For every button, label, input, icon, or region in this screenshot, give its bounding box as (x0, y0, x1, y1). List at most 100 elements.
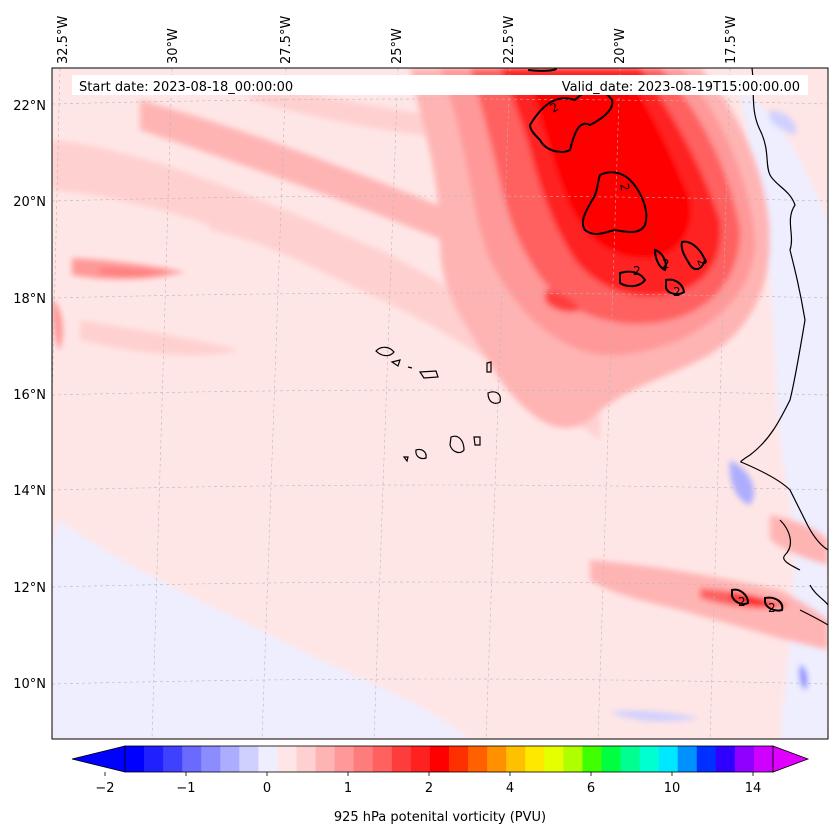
colorbar-cell (201, 746, 221, 772)
negative-streak-s (610, 710, 700, 722)
pv-band-south (590, 560, 828, 650)
parallel-14n (52, 484, 828, 491)
lat-label-14n: 14°N (13, 484, 46, 499)
cbar-label-10: 10 (664, 781, 681, 796)
cbar-label-m2: −2 (95, 781, 114, 796)
negative-spot-se (799, 665, 808, 690)
colorbar-max-extend (772, 745, 810, 773)
colorbar-cell (525, 746, 545, 772)
colorbar-cells (125, 746, 774, 772)
graticule (52, 68, 828, 739)
meridian-20w (597, 68, 621, 739)
island-fogo-brava (402, 448, 427, 463)
cbar-label-0: 0 (263, 781, 271, 796)
coastline-south (779, 519, 828, 626)
valid-date: Valid_date: 2023-08-19T15:00:00.00 (562, 80, 800, 95)
pv-band-2 (140, 100, 600, 340)
colorbar-cell (582, 746, 602, 772)
colorbar-cell (315, 746, 336, 772)
colorbar-cell (734, 746, 755, 772)
contour-south-2 (764, 596, 784, 612)
pv-band-south-max (730, 592, 775, 606)
pv-field: 2 2 2 2 2 2 2 2 (52, 68, 828, 739)
meridian-25w (373, 68, 399, 739)
meridian-30w (151, 68, 173, 739)
pv-streak-west-core (100, 268, 170, 277)
negative-region-sw (52, 520, 470, 739)
colorbar-ticks (104, 772, 754, 776)
colorbar-cell (220, 746, 240, 772)
contour-label-h: 2 (768, 601, 776, 615)
cbar-label-m1: −1 (176, 781, 195, 796)
colorbar-cell (601, 746, 622, 772)
pv-spot-coast-s (770, 515, 828, 565)
lat-label-20n: 20°N (13, 195, 46, 210)
lat-label-10n: 10°N (13, 677, 46, 692)
island-santo-antao (375, 346, 395, 357)
colorbar-cell (449, 746, 469, 772)
lat-label-22n: 22°N (13, 99, 46, 114)
colorbar-frame (124, 745, 774, 773)
colorbar: −2 −1 0 1 2 4 6 10 14 925 hPa potenital … (71, 745, 810, 825)
negative-region-coast (740, 90, 828, 739)
colorbar-cell (410, 746, 431, 772)
lon-label-30w: 30°W (166, 28, 181, 64)
colorbar-cell (487, 746, 507, 772)
colorbar-cell (182, 746, 202, 772)
coastlines (375, 68, 828, 626)
colorbar-cell (677, 746, 698, 772)
contour-mid-2 (653, 248, 667, 272)
meridian-22-5w (485, 68, 511, 739)
cbar-label-4: 4 (506, 781, 514, 796)
colorbar-cell (544, 746, 564, 772)
pv-band-4 (80, 320, 240, 356)
meridian-17-5w (709, 68, 731, 739)
cbar-label-6: 6 (587, 781, 595, 796)
colorbar-cell (429, 746, 450, 772)
start-date: Start date: 2023-08-18_00:00:00 (79, 80, 293, 95)
pv-band-1 (52, 140, 600, 440)
parallel-10n (52, 678, 828, 685)
colorbar-cell (696, 746, 717, 772)
contour-central (581, 171, 648, 236)
africa-coastline (740, 68, 828, 551)
colorbar-cell (658, 746, 679, 772)
meridian-27-5w (261, 68, 287, 739)
lon-label-27-5w: 27.5°W (279, 16, 294, 64)
parallel-16n (52, 389, 828, 396)
colorbar-cell (506, 746, 526, 772)
colorbar-title: 925 hPa potenital vorticity (PVU) (334, 810, 546, 825)
lon-label-25w: 25°W (390, 28, 405, 64)
contour-label-c: 2 (633, 264, 641, 278)
colorbar-cell (391, 746, 412, 772)
cbar-label-14: 14 (745, 781, 762, 796)
colorbar-cell (163, 746, 183, 772)
lat-labels: 22°N 20°N 18°N 16°N 14°N 12°N 10°N (13, 99, 46, 692)
contour-south-1 (731, 588, 750, 606)
lon-label-22-5w: 22.5°W (502, 16, 517, 64)
lat-label-12n: 12°N (13, 581, 46, 596)
lon-label-32-5w: 32.5°W (56, 16, 71, 64)
colorbar-cell (296, 746, 317, 772)
colorbar-cell (125, 746, 145, 772)
lon-label-20w: 20°W (613, 28, 628, 64)
colorbar-min-extend (71, 745, 126, 773)
cbar-label-1: 1 (344, 781, 352, 796)
parallel-22n (52, 98, 828, 105)
colorbar-cell (277, 746, 298, 772)
contour-label-e: 2 (694, 256, 710, 268)
colorbar-cell (334, 746, 355, 772)
negative-spot-ne (769, 110, 797, 135)
island-sal (486, 361, 492, 373)
contour-mid (619, 270, 647, 288)
colorbar-cell (258, 746, 278, 772)
parallel-12n (52, 581, 828, 588)
parallel-20n (52, 195, 828, 202)
pv-max-core (530, 80, 691, 259)
colorbar-cell (715, 746, 736, 772)
colorbar-cell (563, 746, 583, 772)
lon-labels: 32.5°W 30°W 27.5°W 25°W 22.5°W 20°W 17.5… (56, 16, 739, 64)
negative-spot-coast (729, 460, 754, 505)
lon-label-17-5w: 17.5°W (724, 16, 739, 64)
